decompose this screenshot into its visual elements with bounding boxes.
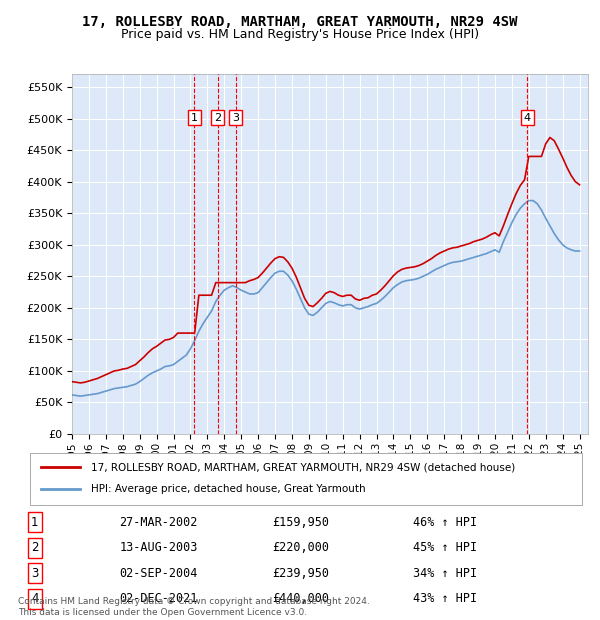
FancyBboxPatch shape xyxy=(30,453,582,505)
Text: 27-MAR-2002: 27-MAR-2002 xyxy=(119,516,198,529)
Text: 4: 4 xyxy=(524,113,531,123)
Text: Price paid vs. HM Land Registry's House Price Index (HPI): Price paid vs. HM Land Registry's House … xyxy=(121,28,479,41)
Text: 2: 2 xyxy=(31,541,38,554)
Text: 02-DEC-2021: 02-DEC-2021 xyxy=(119,592,198,605)
Text: 17, ROLLESBY ROAD, MARTHAM, GREAT YARMOUTH, NR29 4SW: 17, ROLLESBY ROAD, MARTHAM, GREAT YARMOU… xyxy=(82,16,518,30)
Text: 3: 3 xyxy=(232,113,239,123)
Text: 17, ROLLESBY ROAD, MARTHAM, GREAT YARMOUTH, NR29 4SW (detached house): 17, ROLLESBY ROAD, MARTHAM, GREAT YARMOU… xyxy=(91,463,515,472)
Text: 46% ↑ HPI: 46% ↑ HPI xyxy=(413,516,477,529)
Text: 3: 3 xyxy=(31,567,38,580)
Text: 43% ↑ HPI: 43% ↑ HPI xyxy=(413,592,477,605)
Text: 02-SEP-2004: 02-SEP-2004 xyxy=(119,567,198,580)
Text: 1: 1 xyxy=(191,113,198,123)
Text: 34% ↑ HPI: 34% ↑ HPI xyxy=(413,567,477,580)
Text: 13-AUG-2003: 13-AUG-2003 xyxy=(119,541,198,554)
Text: £159,950: £159,950 xyxy=(272,516,329,529)
Text: £440,000: £440,000 xyxy=(272,592,329,605)
Text: HPI: Average price, detached house, Great Yarmouth: HPI: Average price, detached house, Grea… xyxy=(91,484,365,495)
Text: 45% ↑ HPI: 45% ↑ HPI xyxy=(413,541,477,554)
Text: Contains HM Land Registry data © Crown copyright and database right 2024.
This d: Contains HM Land Registry data © Crown c… xyxy=(18,598,370,617)
Text: 2: 2 xyxy=(214,113,221,123)
Text: 4: 4 xyxy=(31,592,38,605)
Text: £239,950: £239,950 xyxy=(272,567,329,580)
Text: 1: 1 xyxy=(31,516,38,529)
Text: £220,000: £220,000 xyxy=(272,541,329,554)
